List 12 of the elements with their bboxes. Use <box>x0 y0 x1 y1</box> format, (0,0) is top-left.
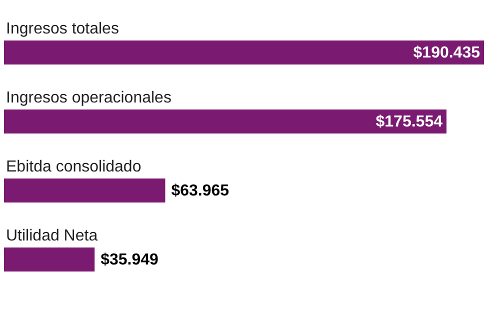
data-label: $35.949 <box>100 252 159 268</box>
data-label: $190.435 <box>413 44 480 62</box>
bar <box>4 40 484 64</box>
data-label: $175.554 <box>376 114 443 130</box>
y-tick-label: Ingresos operacionales <box>6 90 172 106</box>
bar <box>4 178 166 202</box>
y-tick-label: Utilidad Neta <box>6 228 98 244</box>
y-tick-label: Ingresos totales <box>6 20 119 38</box>
bar <box>4 248 95 272</box>
data-label: $63.965 <box>171 182 230 200</box>
y-tick-label: Ebitda consolidado <box>6 158 142 176</box>
bar <box>4 110 446 134</box>
